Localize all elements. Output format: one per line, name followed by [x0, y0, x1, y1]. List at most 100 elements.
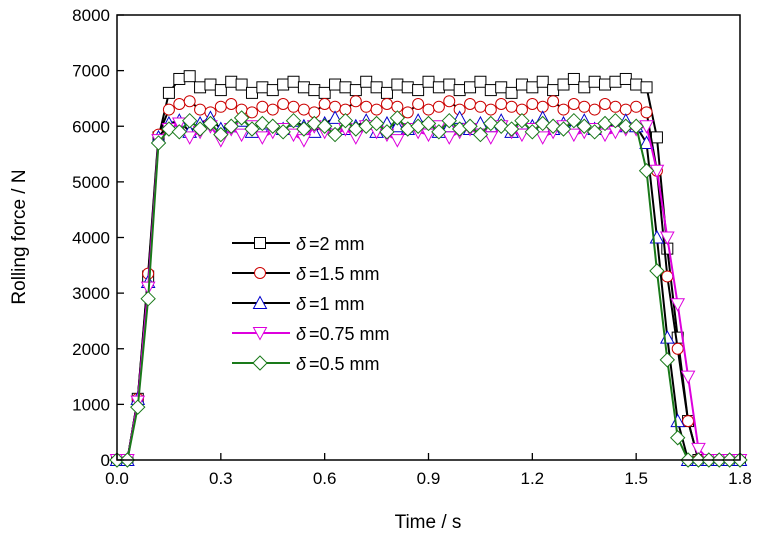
data-point — [360, 75, 373, 88]
data-point — [578, 100, 591, 113]
data-point — [183, 70, 196, 83]
data-point — [214, 100, 227, 113]
data-point — [349, 84, 362, 97]
data-point — [566, 112, 582, 129]
data-point — [380, 86, 393, 99]
data-point — [183, 95, 196, 108]
data-point — [162, 86, 175, 99]
data-point — [287, 75, 300, 88]
data-point — [526, 81, 539, 94]
legend-item: δ =0.5 mm — [232, 354, 380, 374]
y-tick-label: 4000 — [72, 229, 110, 248]
y-tick-label: 1000 — [72, 395, 110, 414]
data-point — [162, 103, 175, 116]
data-point — [318, 86, 331, 99]
legend-label: =0.5 mm — [309, 354, 380, 374]
data-point — [287, 100, 300, 113]
data-point — [588, 103, 601, 116]
data-point — [649, 263, 665, 279]
legend-item: δ =1 mm — [232, 294, 365, 314]
legend: δ =2 mmδ =1.5 mmδ =1 mmδ =0.75 mmδ =0.5 mm — [232, 234, 390, 374]
y-tick-label: 7000 — [72, 62, 110, 81]
data-point — [379, 124, 395, 140]
y-tick-label: 0 — [101, 451, 110, 470]
data-point — [255, 131, 270, 145]
legend-item: δ =1.5 mm — [232, 264, 380, 284]
data-point — [337, 112, 354, 129]
data-point — [669, 430, 686, 446]
data-point — [495, 98, 508, 110]
data-point — [441, 112, 457, 129]
data-point — [557, 103, 570, 116]
data-point — [630, 78, 643, 91]
data-point — [370, 103, 383, 116]
legend-label: =1.5 mm — [309, 264, 380, 284]
data-point — [618, 118, 634, 134]
data-point — [567, 98, 580, 110]
x-tick-label: 1.2 — [521, 469, 545, 488]
data-point — [265, 118, 281, 134]
data-point — [526, 98, 539, 110]
data-point — [599, 98, 612, 110]
data-point — [609, 75, 622, 88]
legend-marker — [252, 295, 268, 309]
data-point — [472, 126, 489, 143]
data-point — [233, 110, 250, 126]
legend-symbol: δ — [296, 234, 307, 254]
legend-symbol: δ — [296, 264, 307, 284]
data-point — [547, 95, 560, 108]
data-point — [245, 106, 258, 119]
data-point — [171, 124, 188, 140]
data-point — [256, 81, 269, 94]
data-point — [514, 112, 530, 129]
legend-marker — [252, 355, 268, 371]
data-point — [223, 118, 239, 134]
data-point — [671, 342, 684, 355]
data-point — [194, 81, 207, 94]
data-point — [360, 100, 373, 113]
legend-marker — [254, 237, 266, 249]
data-point — [275, 124, 291, 140]
legend-label: =2 mm — [309, 234, 365, 254]
data-point — [401, 106, 414, 119]
series-diamond — [109, 110, 748, 468]
series-triangle-up — [109, 110, 748, 466]
data-point — [380, 98, 393, 110]
data-point — [474, 100, 487, 113]
legend-symbol: δ — [296, 294, 307, 314]
data-point — [368, 115, 385, 132]
data-point — [285, 112, 302, 129]
data-point — [462, 118, 478, 134]
data-point — [505, 86, 518, 99]
data-point — [225, 75, 238, 88]
data-point — [308, 84, 321, 97]
data-point — [318, 98, 331, 110]
y-tick-label: 6000 — [72, 117, 110, 136]
data-point — [389, 110, 406, 126]
data-point — [640, 81, 653, 94]
legend-label: =1 mm — [309, 294, 365, 314]
data-point — [586, 124, 603, 140]
data-point — [567, 72, 580, 85]
data-point — [630, 100, 643, 113]
data-point — [266, 103, 279, 116]
data-point — [422, 103, 435, 116]
data-point — [245, 86, 258, 99]
x-axis: 0.0 0.3 0.6 0.9 1.2 1.5 1.8 — [105, 453, 752, 488]
data-point — [432, 81, 445, 94]
data-point — [503, 121, 520, 137]
data-point — [557, 78, 570, 91]
data-point — [474, 75, 487, 88]
legend-symbol: δ — [296, 324, 307, 344]
data-point — [441, 131, 457, 145]
data-point — [422, 75, 435, 88]
data-point — [515, 78, 528, 91]
data-point — [650, 131, 663, 144]
data-point — [213, 126, 229, 143]
data-point — [316, 118, 333, 134]
x-tick-label: 0.0 — [105, 469, 129, 488]
data-point — [173, 98, 186, 110]
series-square — [111, 70, 746, 466]
data-point — [194, 103, 207, 116]
data-point — [277, 78, 290, 91]
